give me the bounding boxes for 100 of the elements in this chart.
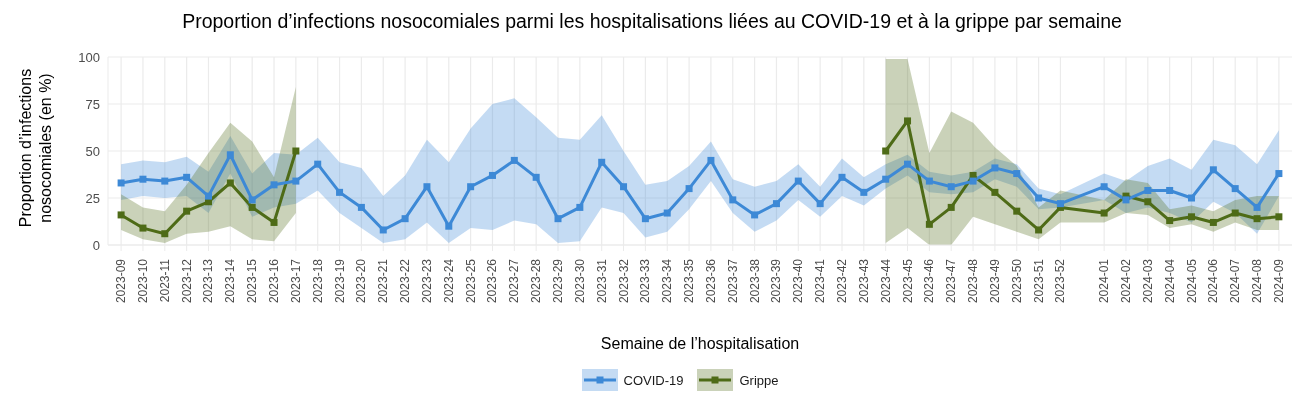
x-tick-label: 2023-21 [376,258,391,304]
x-tick-label: 2023-29 [551,258,566,304]
point [794,177,802,185]
point [663,209,671,217]
x-tick-label: 2023-20 [354,258,369,304]
point [816,200,824,208]
point [1166,186,1174,194]
point [947,203,955,211]
x-tick-label: 2023-44 [878,258,893,304]
x-tick-label: 2023-28 [529,258,544,304]
x-tick-label: 2023-48 [966,258,981,304]
point [1100,183,1108,191]
point [226,179,234,187]
point [991,188,999,196]
y-tick-label: 25 [85,190,100,206]
point [248,196,256,204]
x-tick-label: 2023-15 [245,258,260,304]
point [139,175,147,183]
y-axis-title: Proportion d’infections nosocomiales (en %) [16,67,55,230]
point [204,192,212,200]
point [1253,203,1261,211]
point [226,151,234,159]
point [292,177,300,185]
x-tick-label: 2023-09 [114,258,129,304]
x-tick-label: 2023-34 [660,258,675,304]
point [947,183,955,191]
point [554,215,562,223]
x-tick-label: 2023-19 [332,258,347,304]
point [445,222,453,230]
point [336,188,344,196]
x-tick-label: 2024-02 [1118,258,1133,304]
point [1144,198,1152,206]
point [379,226,387,234]
point [1253,215,1261,223]
point [117,211,125,219]
x-tick-label: 2023-45 [900,258,915,304]
point [292,147,300,155]
x-tick-label: 2023-24 [441,258,456,304]
point [860,188,868,196]
point [772,200,780,208]
x-tick-label: 2023-51 [1031,258,1046,304]
point [1275,170,1283,178]
x-tick-label: 2023-10 [135,258,150,304]
point [1013,170,1021,178]
x-tick-label: 2023-42 [834,258,849,304]
y-tick-label: 0 [92,237,100,253]
x-tick-label: 2023-16 [267,258,282,304]
x-tick-label: 2023-33 [638,258,653,304]
point [314,160,322,168]
legend-label: Grippe [739,372,779,388]
x-tick-label: 2023-25 [463,258,478,304]
point [598,158,606,166]
x-tick-label: 2023-46 [922,258,937,304]
x-tick-label: 2023-12 [179,258,194,304]
point [1035,226,1043,234]
x-tick-label: 2023-36 [703,258,718,304]
x-axis-title: Semaine de l’hospitalisation [600,335,800,352]
x-tick-label: 2023-41 [813,258,828,304]
point [161,177,169,185]
x-tick-label: 2023-50 [1009,258,1024,304]
point [183,207,191,215]
x-tick-label: 2023-30 [572,258,587,304]
point [904,117,912,125]
point [357,203,365,211]
x-tick-label: 2024-07 [1228,258,1243,304]
x-tick-label: 2023-18 [310,258,325,304]
y-tick-label: 100 [78,49,100,65]
point [423,183,431,191]
point [248,203,256,211]
x-tick-label: 2023-43 [856,258,871,304]
x-tick-label: 2024-08 [1250,258,1265,304]
point [183,173,191,181]
legend-label: COVID-19 [623,372,684,388]
x-tick-label: 2023-11 [157,258,172,303]
point [707,156,715,164]
x-tick-label: 2023-22 [398,258,413,304]
point [532,173,540,181]
point [729,196,737,204]
point [488,171,496,179]
x-tick-label: 2023-32 [616,258,631,304]
point [576,203,584,211]
point [641,215,649,223]
x-tick-label: 2023-49 [987,258,1002,304]
point [620,183,628,191]
x-tick-label: 2024-04 [1162,258,1177,304]
point [1231,209,1239,217]
point [1013,207,1021,215]
point [882,175,890,183]
point [751,211,759,219]
x-tick-label: 2023-13 [201,258,216,304]
point [1100,209,1108,217]
point [925,220,933,228]
point [1166,217,1174,225]
point [925,177,933,185]
x-tick-label: 2024-01 [1097,258,1112,304]
x-tick-label: 2024-06 [1206,258,1221,304]
x-tick-label: 2023-40 [791,258,806,304]
x-tick-label: 2024-09 [1271,258,1286,304]
point [467,183,475,191]
point [270,181,278,189]
